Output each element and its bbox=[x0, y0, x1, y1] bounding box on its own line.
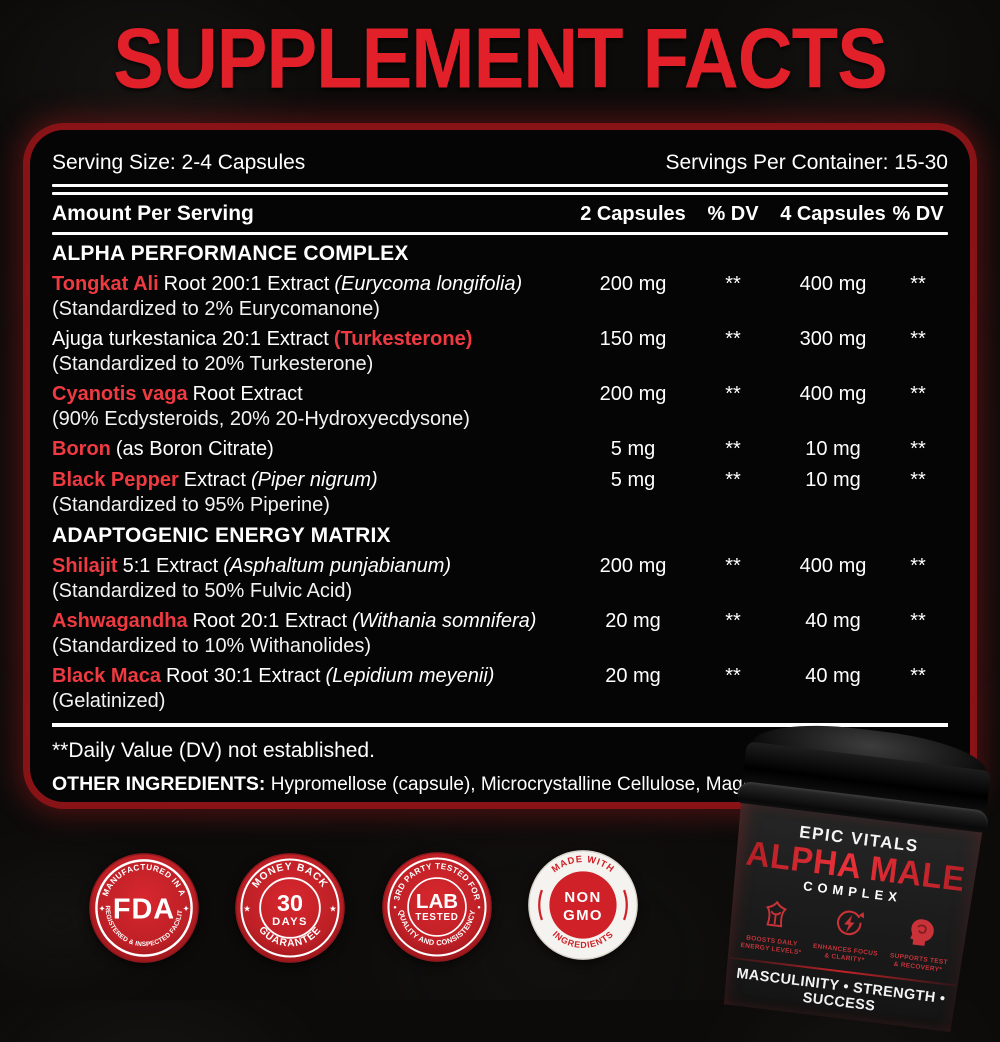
amount-4cap: 10 mg bbox=[805, 438, 861, 460]
dv-2cap: ** bbox=[725, 665, 741, 687]
feature-energy: BOOSTS DAILY ENERGY LEVELS* bbox=[735, 894, 813, 958]
section-title-adaptogenic-energy: ADAPTOGENIC ENERGY MATRIX bbox=[52, 524, 391, 547]
amount-2cap: 200 mg bbox=[599, 555, 667, 577]
dv-2cap: ** bbox=[725, 273, 741, 295]
table-row-tongkat-ali: Tongkat Ali Root 200:1 Extract (Eurycoma l… bbox=[52, 272, 948, 321]
amount-per-serving-label: Amount Per Serving bbox=[52, 202, 254, 225]
lab-text: LAB bbox=[416, 890, 458, 913]
dv-4cap: ** bbox=[910, 555, 926, 577]
standardization-note: (Standardized to 95% Piperine) bbox=[52, 494, 330, 516]
tested-text: TESTED bbox=[415, 912, 458, 923]
page-title: SUPPLEMENT FACTS bbox=[113, 11, 888, 107]
divider bbox=[52, 184, 948, 187]
serving-size: Serving Size: 2-4 Capsules bbox=[52, 151, 306, 174]
feature-icons-row: BOOSTS DAILY ENERGY LEVELS* ENHANCES FOCU… bbox=[721, 884, 975, 978]
fda-badge-icon: MANUFACTURED IN A REGISTERED & INSPECTED… bbox=[88, 852, 199, 963]
table-row-black-pepper: Black Pepper Extract (Piper nigrum) (Stand… bbox=[52, 468, 948, 517]
focus-bolt-icon bbox=[830, 905, 867, 942]
standardization-note: (Standardized to 2% Eurycomanone) bbox=[52, 298, 380, 320]
non-text: NON bbox=[564, 889, 601, 906]
standardization-note: (Standardized to 20% Turkesterone) bbox=[52, 353, 374, 375]
certification-badges: MANUFACTURED IN A REGISTERED & INSPECTED… bbox=[0, 840, 740, 980]
amount-2cap: 20 mg bbox=[605, 610, 661, 632]
dv-2cap: ** bbox=[725, 610, 741, 632]
feature-focus: ENHANCES FOCUS & CLARITY* bbox=[808, 903, 886, 967]
lab-tested-badge-icon: 3RD PARTY TESTED FOR QUALITY AND CONSIST… bbox=[382, 852, 492, 962]
jar-label: EPIC VITALS ALPHA MALE COMPLEX BOOSTS DA… bbox=[714, 803, 985, 1034]
standardization-note: (90% Ecdysteroids, 20% 20-Hydroxyecdyson… bbox=[52, 408, 470, 430]
dv-2cap: ** bbox=[725, 555, 741, 577]
muscle-torso-icon bbox=[757, 896, 794, 933]
money-back-badge-icon: MONEY BACK GUARANTEE 30 DAYS ★ ★ bbox=[235, 853, 345, 963]
amount-4cap: 400 mg bbox=[799, 383, 867, 405]
days-label: DAYS bbox=[272, 916, 308, 928]
svg-text:✦: ✦ bbox=[182, 904, 189, 914]
amount-4cap: 10 mg bbox=[805, 469, 861, 491]
dv-4cap: ** bbox=[910, 273, 926, 295]
divider-thick bbox=[52, 723, 948, 727]
standardization-note: (Standardized to 10% Withanolides) bbox=[52, 635, 372, 657]
table-row-cyanotis-vaga: Cyanotis vaga Root Extract (90% Ecdystero… bbox=[52, 382, 948, 431]
table-row-ajuga-turkestanica: Ajuga turkestanica 20:1 Extract (Turkeste… bbox=[52, 327, 948, 376]
dv-2cap: ** bbox=[725, 438, 741, 460]
table-row-black-maca: Black Maca Root 30:1 Extract (Lepidium mey… bbox=[52, 664, 948, 713]
amount-4cap: 400 mg bbox=[799, 273, 867, 295]
amount-4cap: 40 mg bbox=[805, 610, 861, 632]
servings-per-container: Servings Per Container: 15-30 bbox=[665, 151, 949, 174]
dv-2cap: ** bbox=[725, 328, 741, 350]
svg-text:•: • bbox=[477, 903, 480, 913]
dv-2cap: ** bbox=[725, 469, 741, 491]
table-header: Amount Per Serving 2 Capsules % DV 4 Cap… bbox=[52, 202, 948, 226]
amount-2cap: 5 mg bbox=[610, 438, 656, 460]
standardization-note: (Gelatinized) bbox=[52, 690, 166, 712]
supplement-facts-panel: Serving Size: 2-4 Capsules Servings Per … bbox=[30, 130, 970, 802]
col-dv-1: % DV bbox=[707, 202, 759, 225]
feature-recovery: SUPPORTS TEST & RECOVERY* bbox=[882, 912, 960, 976]
amount-2cap: 150 mg bbox=[599, 328, 667, 350]
section-title-alpha-performance: ALPHA PERFORMANCE COMPLEX bbox=[52, 242, 409, 265]
dv-4cap: ** bbox=[910, 665, 926, 687]
dv-4cap: ** bbox=[910, 328, 926, 350]
svg-text:★: ★ bbox=[329, 904, 337, 914]
daily-value-note: **Daily Value (DV) not established. bbox=[52, 739, 375, 762]
other-ingredients: OTHER INGREDIENTS: Hypromellose (capsule… bbox=[52, 773, 948, 796]
dv-4cap: ** bbox=[910, 383, 926, 405]
col-4-capsules: 4 Capsules bbox=[780, 202, 886, 225]
col-2-capsules: 2 Capsules bbox=[580, 202, 686, 225]
amount-4cap: 300 mg bbox=[799, 328, 867, 350]
days-count: 30 bbox=[277, 890, 303, 916]
amount-4cap: 400 mg bbox=[799, 555, 867, 577]
divider bbox=[52, 232, 948, 235]
table-row-shilajit: Shilajit 5:1 Extract (Asphaltum punjabianu… bbox=[52, 554, 948, 603]
serving-row: Serving Size: 2-4 Capsules Servings Per … bbox=[52, 151, 948, 175]
dv-4cap: ** bbox=[910, 438, 926, 460]
svg-text:★: ★ bbox=[243, 904, 251, 914]
amount-2cap: 5 mg bbox=[610, 469, 656, 491]
dv-4cap: ** bbox=[910, 610, 926, 632]
amount-2cap: 200 mg bbox=[599, 383, 667, 405]
product-jar: EPIC VITALS ALPHA MALE COMPLEX BOOSTS DA… bbox=[712, 715, 997, 1034]
standardization-note: (Standardized to 50% Fulvic Acid) bbox=[52, 580, 353, 602]
divider bbox=[52, 192, 948, 195]
table-row-ashwagandha: Ashwagandha Root 20:1 Extract (Withania so… bbox=[52, 609, 948, 658]
table-row-boron: Boron (as Boron Citrate) 5 mg ** 10 mg ** bbox=[52, 437, 948, 462]
gmo-text: GMO bbox=[563, 907, 603, 924]
head-recovery-icon bbox=[904, 914, 941, 951]
amount-2cap: 200 mg bbox=[599, 273, 667, 295]
other-ingredients-label: OTHER INGREDIENTS: bbox=[52, 773, 266, 795]
col-dv-2: % DV bbox=[892, 202, 944, 225]
dv-2cap: ** bbox=[725, 383, 741, 405]
dv-4cap: ** bbox=[910, 469, 926, 491]
other-ingredients-text: Hypromellose (capsule), Microcrystalline… bbox=[270, 774, 774, 795]
svg-text:✦: ✦ bbox=[98, 904, 105, 914]
non-gmo-badge-icon: MADE WITH INGREDIENTS NON GMO bbox=[528, 850, 638, 960]
amount-4cap: 40 mg bbox=[805, 665, 861, 687]
svg-text:•: • bbox=[393, 903, 396, 913]
fda-text: FDA bbox=[113, 893, 175, 925]
amount-2cap: 20 mg bbox=[605, 665, 661, 687]
